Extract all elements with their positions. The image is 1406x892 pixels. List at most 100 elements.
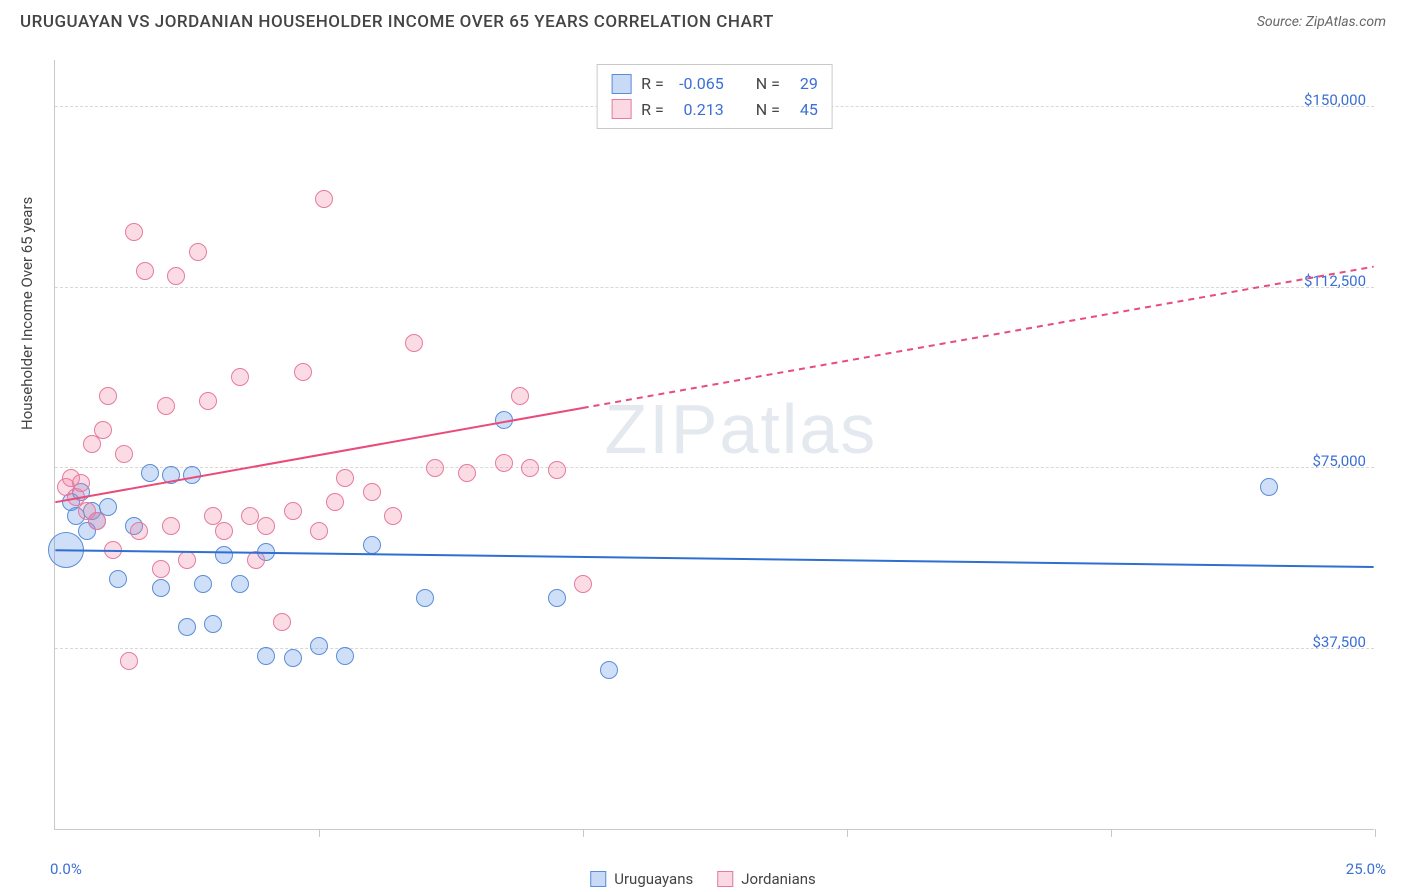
data-point: [416, 589, 434, 607]
data-point: [426, 459, 444, 477]
gridline: [55, 467, 1374, 468]
y-tick-label: $150,000: [1304, 91, 1366, 109]
x-tick: [847, 829, 848, 837]
data-point: [178, 551, 196, 569]
data-point: [231, 575, 249, 593]
data-point: [48, 532, 84, 568]
data-point: [130, 522, 148, 540]
data-point: [183, 466, 201, 484]
data-point: [384, 507, 402, 525]
data-point: [363, 536, 381, 554]
data-point: [178, 618, 196, 636]
data-point: [405, 334, 423, 352]
data-point: [162, 466, 180, 484]
data-point: [99, 387, 117, 405]
data-point: [1260, 478, 1278, 496]
x-axis-max: 25.0%: [1346, 860, 1386, 878]
data-point: [521, 459, 539, 477]
data-point: [284, 649, 302, 667]
data-point: [94, 421, 112, 439]
r-value: 0.213: [674, 97, 724, 123]
x-tick: [319, 829, 320, 837]
data-point: [315, 190, 333, 208]
legend-item: Jordanians: [717, 870, 816, 888]
legend-row: R = 0.213 N = 45: [611, 97, 818, 123]
x-tick: [1375, 829, 1376, 837]
data-point: [495, 411, 513, 429]
watermark: ZIPatlas: [604, 389, 877, 469]
legend-label: Uruguayans: [614, 870, 693, 888]
data-point: [363, 483, 381, 501]
data-point: [157, 397, 175, 415]
data-point: [284, 502, 302, 520]
data-point: [72, 474, 90, 492]
data-point: [273, 613, 291, 631]
data-point: [336, 469, 354, 487]
n-value: 45: [790, 97, 818, 123]
y-tick-label: $112,500: [1304, 272, 1366, 290]
data-point: [88, 512, 106, 530]
chart-header: URUGUAYAN VS JORDANIAN HOUSEHOLDER INCOM…: [0, 0, 1406, 44]
data-point: [310, 522, 328, 540]
correlation-legend: R = -0.065 N = 29 R = 0.213 N = 45: [596, 64, 833, 129]
scatter-plot: ZIPatlas R = -0.065 N = 29 R = 0.213 N = 45 $3…: [54, 60, 1374, 830]
gridline: [55, 648, 1374, 649]
x-axis-min: 0.0%: [50, 860, 82, 878]
data-point: [104, 541, 122, 559]
legend-swatch: [611, 99, 631, 119]
data-point: [167, 267, 185, 285]
data-point: [257, 647, 275, 665]
data-point: [215, 546, 233, 564]
data-point: [189, 243, 207, 261]
trend-lines: [55, 60, 1374, 829]
data-point: [257, 517, 275, 535]
data-point: [548, 461, 566, 479]
legend-item: Uruguayans: [590, 870, 693, 888]
gridline: [55, 287, 1374, 288]
data-point: [574, 575, 592, 593]
data-point: [109, 570, 127, 588]
r-label: R =: [641, 71, 664, 97]
y-axis-label: Householder Income Over 65 years: [18, 197, 36, 430]
n-value: 29: [790, 71, 818, 97]
legend-swatch: [717, 871, 733, 887]
n-label: N =: [756, 97, 780, 123]
data-point: [194, 575, 212, 593]
data-point: [231, 368, 249, 386]
data-point: [548, 589, 566, 607]
data-point: [125, 223, 143, 241]
chart-title: URUGUAYAN VS JORDANIAN HOUSEHOLDER INCOM…: [20, 12, 774, 32]
x-tick: [583, 829, 584, 837]
legend-swatch: [590, 871, 606, 887]
data-point: [215, 522, 233, 540]
data-point: [136, 262, 154, 280]
y-tick-label: $37,500: [1312, 633, 1366, 651]
data-point: [294, 363, 312, 381]
data-point: [495, 454, 513, 472]
data-point: [199, 392, 217, 410]
data-point: [511, 387, 529, 405]
legend-row: R = -0.065 N = 29: [611, 71, 818, 97]
data-point: [152, 560, 170, 578]
series-legend: Uruguayans Jordanians: [590, 870, 816, 888]
n-label: N =: [756, 71, 780, 97]
data-point: [600, 661, 618, 679]
y-tick-label: $75,000: [1312, 452, 1366, 470]
data-point: [458, 464, 476, 482]
data-point: [162, 517, 180, 535]
data-point: [120, 652, 138, 670]
chart-source: Source: ZipAtlas.com: [1257, 14, 1386, 30]
legend-label: Jordanians: [741, 870, 816, 888]
legend-swatch: [611, 74, 631, 94]
data-point: [336, 647, 354, 665]
data-point: [141, 464, 159, 482]
data-point: [310, 637, 328, 655]
data-point: [247, 551, 265, 569]
data-point: [204, 615, 222, 633]
r-label: R =: [641, 97, 664, 123]
data-point: [326, 493, 344, 511]
data-point: [115, 445, 133, 463]
x-tick: [1111, 829, 1112, 837]
data-point: [152, 579, 170, 597]
r-value: -0.065: [674, 71, 724, 97]
